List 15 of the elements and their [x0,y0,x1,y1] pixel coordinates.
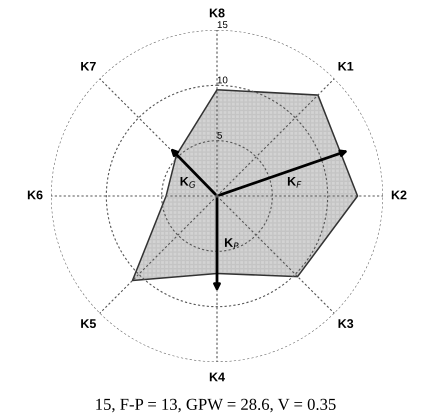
text: 15, F-P = 13, GPW = 28.6, V = 0.35 [96,398,336,412]
spoke-label: K6 [28,190,43,200]
y-tick-label: 10 [218,76,228,84]
spoke-label: K1 [338,62,354,71]
text: K$_{F}$ [288,176,302,188]
text: K$_{G}$ [180,177,196,188]
spoke-label: K5 [81,319,96,328]
y-tick-label: 15 [218,21,228,28]
spoke-label: K4 [210,372,225,382]
text: K$_{P}$ [224,238,239,249]
spoke-label: K2 [392,190,406,200]
spoke-label: K7 [81,62,96,71]
y-tick-label: 5 [217,132,222,139]
spoke-label: K8 [210,8,225,18]
spoke-label: K3 [338,319,354,328]
